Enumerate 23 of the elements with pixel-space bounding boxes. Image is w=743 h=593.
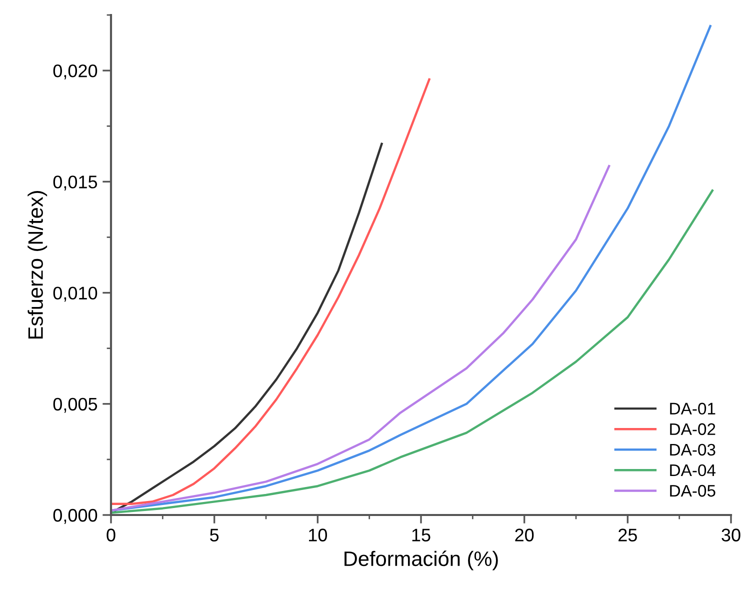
- y-tick-label: 0,015: [53, 176, 98, 191]
- y-axis-title: Esfuerzo (N/tex): [28, 191, 48, 339]
- legend-label: DA-02: [670, 423, 716, 436]
- x-tick-label: 10: [309, 528, 328, 542]
- x-tick-label: 25: [618, 528, 637, 542]
- line-series: [114, 142, 383, 512]
- x-tick-label: 20: [515, 528, 534, 542]
- x-tick-label: 0: [106, 528, 116, 542]
- legend-label: DA-04: [670, 464, 716, 476]
- legend-label: DA-05: [670, 484, 716, 497]
- x-tick-label: 30: [722, 528, 740, 542]
- line-series: [111, 165, 610, 512]
- legend-label: DA-01: [670, 402, 716, 415]
- x-tick-label: 5: [210, 528, 219, 542]
- line-series: [111, 189, 714, 514]
- y-tick-label: 0,000: [53, 508, 98, 524]
- x-axis-title: Deformación (%): [344, 550, 498, 570]
- legend-label: DA-03: [670, 444, 716, 456]
- y-tick-label: 0,005: [53, 398, 98, 413]
- y-tick-label: 0,020: [53, 64, 98, 80]
- line-series: [111, 78, 430, 505]
- x-tick-label: 15: [412, 528, 430, 542]
- y-tick-label: 0,010: [53, 286, 98, 302]
